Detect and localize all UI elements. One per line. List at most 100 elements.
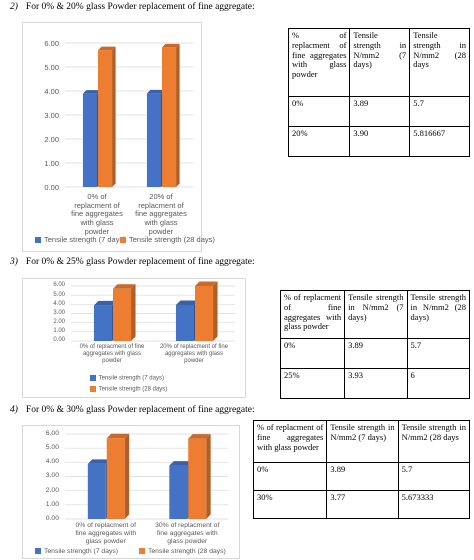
bar-top — [93, 300, 117, 306]
bar-depth — [213, 281, 218, 341]
bar — [113, 288, 132, 341]
bar-depth — [131, 284, 136, 341]
bar — [146, 93, 161, 187]
table-cell: 6 — [406, 368, 471, 399]
table-header: % of replacment of fine aggregates with … — [252, 420, 471, 463]
bar — [82, 93, 97, 187]
table-cell: 3.89 — [344, 338, 408, 369]
table-cell: 3.89 — [326, 462, 399, 491]
table-cell: 0% — [287, 96, 351, 127]
legend-label: Tensile strength (28 days) — [98, 386, 168, 393]
x-tick-label: 0% of replacment of fine aggregates with… — [71, 192, 123, 236]
legend-item: Tensile strength (7 days) — [35, 235, 126, 244]
data-table: % of replacment of fine aggregates with … — [287, 28, 470, 157]
legend-item: Tensile strength (7 days) — [89, 375, 164, 382]
table-cell: 5.673333 — [397, 490, 471, 519]
bar — [188, 438, 207, 519]
heading-text: For 0% & 20% glass Powder replacement of… — [25, 2, 255, 12]
y-tick-label: 6.00 — [44, 38, 59, 48]
y-tick-label: 2.00 — [44, 134, 59, 144]
bar — [98, 50, 113, 188]
bar — [175, 304, 194, 341]
bar — [162, 47, 177, 187]
x-tick-label: 0% of replacment of fine aggregates with… — [75, 522, 137, 545]
table-cell: 20% — [287, 126, 351, 157]
data-table: % of replacment of fine aggregates with … — [279, 290, 471, 399]
bar-top — [188, 434, 211, 439]
y-tick-label: 4.00 — [53, 300, 65, 307]
y-tick-label: 1.00 — [53, 328, 65, 335]
legend-swatch — [89, 375, 96, 381]
x-tick-label: 20% of replacment of fine aggregates wit… — [135, 192, 187, 236]
bar-depth — [206, 434, 211, 519]
table-cell: Tensile strength in N/mm2 (28 days — [397, 420, 471, 463]
heading-text: For 0% & 25% glass Powder replacement of… — [25, 257, 255, 267]
y-tick-label: 5.00 — [53, 291, 65, 298]
heading-number: 4) — [10, 405, 18, 415]
x-tick-label: 20% of replacment of fine aggregates wit… — [159, 344, 228, 364]
section-heading: 4) For 0% & 30% glass Powder replacement … — [10, 405, 255, 415]
bar-top — [195, 281, 218, 286]
table-header: % of replacment of fine aggregates with … — [287, 28, 470, 97]
y-tick-label: 4.00 — [45, 458, 59, 466]
y-tick-label: 6.00 — [53, 282, 65, 289]
bar-top — [146, 89, 165, 94]
bar-top — [87, 459, 111, 464]
legend-label: Tensile strength (28 days) — [129, 235, 215, 244]
y-tick-label: 3.00 — [44, 110, 59, 120]
y-tick-label: 1.00 — [44, 158, 59, 168]
table-cell: 25% — [279, 368, 346, 399]
y-tick-label: 5.00 — [44, 62, 59, 72]
table-cell: 5.7 — [406, 338, 471, 369]
legend-label: Tensile strength (28 days) — [148, 548, 226, 555]
legend-swatch — [139, 548, 145, 555]
legend-label: Tensile strength (7 days) — [44, 548, 119, 555]
bar-top — [162, 43, 180, 48]
legend-swatch — [120, 237, 126, 244]
table-cell: 3.89 — [349, 96, 411, 127]
x-tick-label: 0% of replacment of fine aggregates with… — [79, 344, 145, 364]
y-tick-label: 6.00 — [45, 429, 59, 437]
data-table: % of replacment of fine aggregates with … — [252, 420, 471, 519]
table-cell: 3.90 — [349, 126, 411, 157]
legend-item: Tensile strength (7 days) — [35, 548, 118, 555]
bar — [169, 465, 188, 519]
chart: 0.00 1.00 2.00 3.00 4.00 5.00 6.00 0% of replac… — [22, 22, 215, 252]
section-heading: 2) For 0% & 20% glass Powder replacement … — [10, 2, 255, 12]
heading-number: 2) — [10, 2, 18, 12]
legend-swatch — [35, 237, 41, 244]
table-cell: % of replacment of fine aggregates with … — [287, 28, 351, 97]
bar — [106, 438, 125, 519]
heading-text: For 0% & 30% glass Powder replacement of… — [25, 405, 255, 415]
y-tick-label: 0.00 — [45, 514, 59, 522]
table-row: 0% 3.89 5.7 — [287, 96, 470, 127]
legend-item: Tensile strength (28 days) — [120, 235, 215, 244]
table-cell: % of replacment of fine aggregates with … — [252, 420, 328, 463]
plot — [65, 433, 228, 520]
y-tick-label: 1.00 — [45, 500, 59, 508]
y-tick-label: 2.00 — [45, 486, 59, 494]
y-tick-label: 4.00 — [44, 86, 59, 96]
table-row: 0% 3.89 5.7 — [279, 338, 471, 369]
section-heading: 3) For 0% & 25% glass Powder replacement … — [10, 257, 255, 267]
y-tick-label: 0.00 — [53, 337, 65, 344]
table-cell: Tensile strength in N/mm2 (7 days) — [344, 290, 408, 339]
plot — [71, 281, 235, 342]
table-row: 30% 3.77 5.673333 — [252, 490, 471, 519]
bar — [93, 305, 112, 341]
legend-label: Tensile strength (7 days) — [44, 235, 126, 244]
table-cell: % of replacment of fine aggregates with … — [279, 290, 346, 339]
table-cell: 5.816667 — [409, 126, 470, 157]
table-cell: 5.7 — [397, 462, 471, 491]
table-row: 0% 3.89 5.7 — [252, 462, 471, 491]
table-cell: Tensile strength in N/mm2 (7 days) — [349, 28, 411, 97]
legend-swatch — [89, 386, 96, 392]
y-tick-label: 3.00 — [45, 472, 59, 480]
legend-swatch — [35, 548, 41, 555]
legend-item: Tensile strength (28 days) — [89, 386, 168, 393]
bar-top — [106, 433, 130, 439]
x-tick-label: 30% of replacment of fine aggregates wit… — [155, 522, 220, 545]
y-tick-label: 5.00 — [45, 444, 59, 452]
legend-item: Tensile strength (28 days) — [139, 548, 226, 555]
